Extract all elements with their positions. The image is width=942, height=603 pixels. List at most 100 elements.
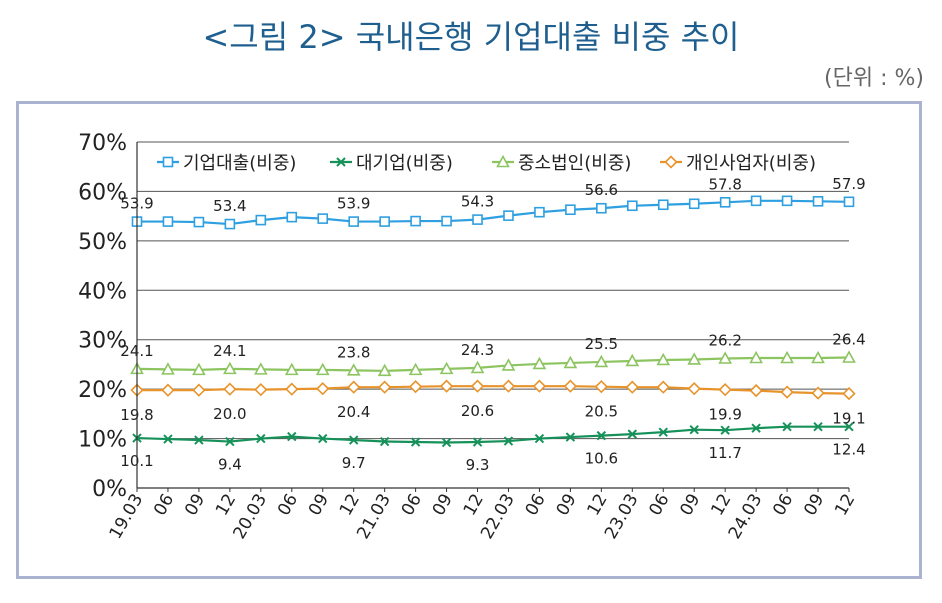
data-label-layer: 53.9 53.4 53.9 54.356.6 57.8 57.910.1 9.4 9.7 9.…: [120, 175, 865, 474]
point-marker: [534, 206, 545, 218]
data-label: 11.7: [708, 444, 741, 462]
point-marker: [782, 422, 792, 432]
point-marker: [472, 437, 483, 447]
data-label: 26.2: [708, 331, 741, 349]
point-marker: [657, 199, 669, 211]
point-marker: [163, 434, 173, 444]
point-marker: [194, 435, 204, 445]
data-label: 23.8: [337, 343, 370, 361]
y-tick-label: 0%: [92, 477, 127, 502]
point-marker: [223, 361, 237, 375]
legend: 기업대출(비중) 대기업(비중) 중소법인(비중) 개인사업자(비중): [157, 153, 816, 174]
series-line: [137, 385, 850, 395]
data-label: 24.3: [461, 341, 494, 359]
x-tick-label: 09: [553, 491, 581, 520]
point-marker: [627, 429, 638, 439]
data-label: 57.8: [708, 175, 741, 193]
point-marker: [563, 379, 578, 393]
point-marker: [532, 379, 547, 393]
point-marker: [596, 202, 607, 214]
point-marker: [534, 433, 545, 444]
data-label: 26.4: [832, 331, 865, 349]
y-tick-label: 10%: [78, 428, 127, 453]
point-marker: [625, 353, 640, 367]
data-label: 24.1: [213, 342, 246, 360]
point-marker: [223, 382, 237, 396]
point-marker: [470, 360, 485, 374]
point-marker: [284, 362, 299, 376]
data-label: 19.1: [832, 410, 865, 428]
y-tick-label: 30%: [78, 329, 127, 354]
data-label: 12.4: [832, 441, 865, 459]
point-marker: [720, 425, 730, 435]
x-tick-label: 06: [769, 491, 797, 520]
point-marker: [316, 382, 330, 396]
point-marker: [627, 200, 638, 212]
point-marker: [254, 383, 268, 397]
data-label: 53.9: [337, 195, 370, 213]
chart-frame: [16, 101, 922, 579]
point-marker: [377, 363, 392, 377]
point-marker: [749, 383, 763, 398]
data-label: 53.4: [213, 197, 246, 215]
point-marker: [317, 213, 329, 224]
point-marker: [256, 433, 266, 444]
series-line: [136, 356, 850, 372]
point-marker: [688, 198, 700, 210]
point-marker: [408, 380, 423, 394]
point-marker: [718, 351, 733, 364]
series-line: [136, 425, 849, 444]
y-tick-label: 60%: [78, 180, 127, 205]
point-marker: [348, 435, 359, 445]
x-tick-label: 12: [584, 491, 612, 520]
x-tick-label: 09: [800, 491, 828, 520]
point-marker: [161, 362, 175, 375]
point-marker: [379, 436, 390, 447]
point-marker: [346, 363, 361, 376]
point-marker: [811, 350, 825, 364]
point-marker: [287, 431, 297, 442]
point-marker: [563, 355, 578, 369]
point-marker: [318, 433, 328, 444]
point-marker: [410, 215, 421, 227]
point-marker: [781, 195, 793, 207]
legend-label: 기업대출(비중): [183, 153, 296, 174]
x-tick-label: 09: [305, 491, 333, 520]
point-marker: [379, 216, 390, 227]
point-marker: [719, 197, 731, 208]
x-tick-label: 06: [522, 491, 550, 520]
point-marker: [439, 379, 454, 393]
point-marker: [718, 383, 732, 397]
point-marker: [664, 155, 678, 169]
point-marker: [594, 380, 608, 394]
x-tick-label: 09: [429, 491, 457, 520]
point-marker: [378, 380, 392, 394]
legend-label: 대기업(비중): [356, 153, 453, 174]
point-marker: [687, 352, 702, 365]
data-label: 10.6: [585, 450, 618, 468]
point-marker: [565, 204, 576, 216]
point-marker: [687, 382, 701, 396]
point-marker: [813, 422, 823, 432]
point-marker: [656, 380, 670, 394]
point-marker: [501, 379, 516, 393]
point-marker: [410, 437, 421, 447]
y-tick-label: 70%: [78, 131, 127, 156]
point-marker: [658, 427, 668, 437]
point-marker: [441, 215, 452, 227]
point-marker: [532, 356, 547, 370]
y-tick-label: 40%: [78, 279, 127, 304]
point-marker: [225, 436, 235, 447]
x-tick-label: 09: [181, 491, 209, 520]
point-marker: [192, 383, 206, 397]
point-marker: [162, 216, 174, 227]
point-marker: [842, 386, 856, 401]
unit-label: (단위 : %): [824, 66, 924, 91]
point-marker: [285, 382, 299, 396]
x-tick-label: 06: [150, 491, 178, 520]
point-marker: [751, 423, 761, 433]
data-label: 19.9: [708, 406, 741, 424]
y-tick-label: 20%: [78, 378, 127, 403]
point-marker: [161, 383, 175, 397]
